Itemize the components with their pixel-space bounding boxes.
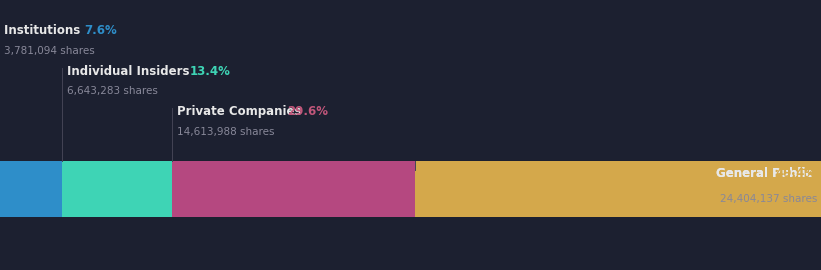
Text: Private Companies: Private Companies xyxy=(177,105,305,118)
Text: 49.4%: 49.4% xyxy=(776,167,817,180)
Text: Institutions: Institutions xyxy=(4,24,85,37)
Bar xyxy=(0,161,62,217)
Bar xyxy=(62,161,172,217)
Text: 13.4%: 13.4% xyxy=(190,65,230,78)
Bar xyxy=(415,161,821,217)
Text: Individual Insiders: Individual Insiders xyxy=(67,65,193,78)
Text: General Public: General Public xyxy=(717,167,817,180)
Bar xyxy=(172,161,415,217)
Text: 3,781,094 shares: 3,781,094 shares xyxy=(4,46,95,56)
Text: 29.6%: 29.6% xyxy=(287,105,328,118)
Text: 14,613,988 shares: 14,613,988 shares xyxy=(177,127,274,137)
Text: 24,404,137 shares: 24,404,137 shares xyxy=(719,194,817,204)
Text: General Public: General Public xyxy=(717,167,817,180)
Text: 6,643,283 shares: 6,643,283 shares xyxy=(67,86,158,96)
Text: 7.6%: 7.6% xyxy=(84,24,117,37)
